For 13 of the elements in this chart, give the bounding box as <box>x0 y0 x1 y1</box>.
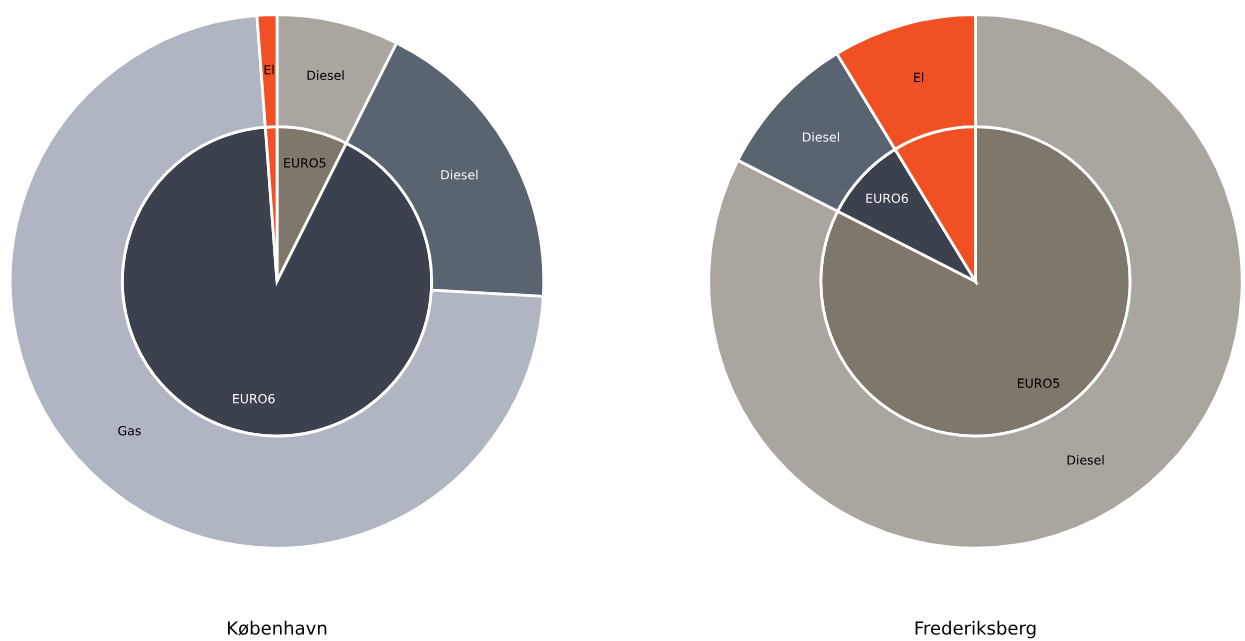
data-label: EURO6 <box>233 393 275 404</box>
data-label: El <box>914 72 924 82</box>
data-label: El <box>264 64 274 75</box>
data-label: EURO6 <box>866 193 908 203</box>
data-label: EURO5 <box>284 158 326 168</box>
data-label: Gas <box>118 425 141 436</box>
data-label: Diesel <box>1067 454 1104 465</box>
data-label: EURO5 <box>1017 378 1060 388</box>
text: Frederiksberg <box>915 620 1036 639</box>
data-label: Diesel <box>441 169 478 180</box>
data-label: Diesel <box>307 70 344 80</box>
text: København <box>228 620 327 636</box>
data-label: Diesel <box>802 132 840 142</box>
